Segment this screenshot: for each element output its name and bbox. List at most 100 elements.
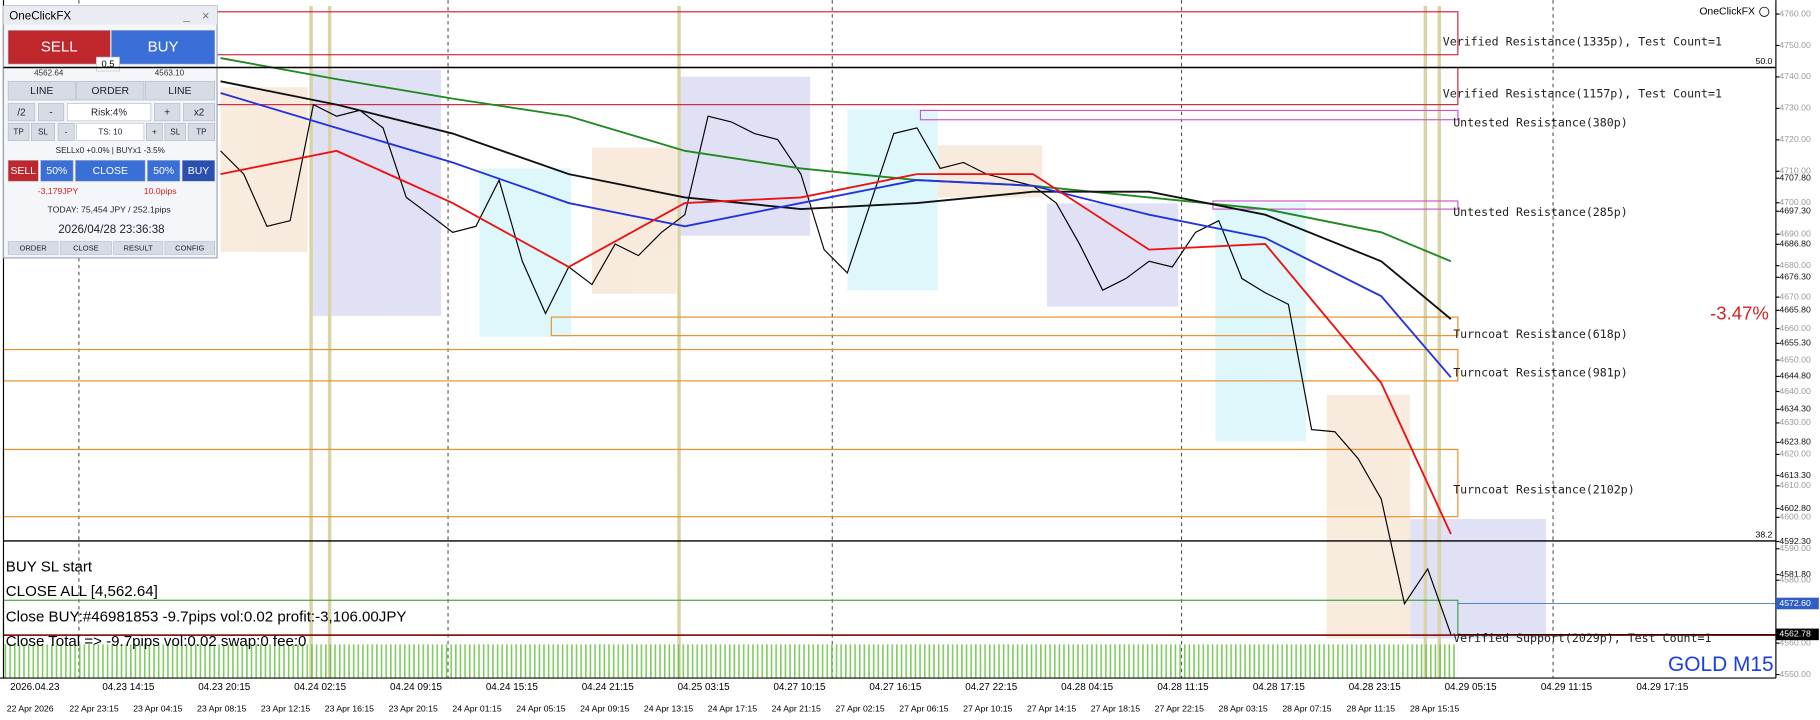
profit: -3,179JPY bbox=[38, 186, 79, 196]
zone-label: Verified Resistance(1335p), Test Count=1 bbox=[1443, 34, 1722, 48]
date-label: 22 Apr 23:15 bbox=[69, 704, 118, 714]
footer-button[interactable] bbox=[164, 241, 216, 255]
price-tick-label: 4550.00 bbox=[1779, 669, 1811, 679]
price-tick-label: 4690.00 bbox=[1779, 229, 1811, 239]
pips: 10.0pips bbox=[144, 186, 178, 196]
row3-button[interactable] bbox=[7, 122, 30, 141]
price-tick-label: 4560.00 bbox=[1779, 637, 1811, 647]
sell-label[interactable]: SELL bbox=[41, 39, 78, 56]
row1-label[interactable]: LINE bbox=[30, 86, 53, 97]
price-tick-label: 4697.30 bbox=[1779, 206, 1811, 216]
row4-button[interactable] bbox=[7, 160, 39, 182]
price-line bbox=[220, 103, 1452, 635]
price-tick-label: 4740.00 bbox=[1779, 71, 1811, 81]
date-label: 28 Apr 07:15 bbox=[1282, 704, 1331, 714]
row1-label[interactable]: LINE bbox=[168, 86, 191, 97]
row3-button[interactable] bbox=[31, 122, 55, 141]
row2-button[interactable] bbox=[7, 103, 36, 122]
row4-button[interactable] bbox=[147, 160, 181, 182]
time-label: 04.25 03:15 bbox=[678, 682, 731, 693]
zone-label: Untested Resistance(380p) bbox=[1453, 116, 1628, 130]
clock: 2026/04/28 23:36:38 bbox=[58, 223, 164, 236]
row3-label[interactable]: - bbox=[65, 128, 68, 137]
moving-average bbox=[220, 149, 1452, 535]
moving-average bbox=[220, 80, 1452, 320]
date-label: 24 Apr 13:15 bbox=[644, 704, 693, 714]
price-tick-label: 4592.30 bbox=[1779, 536, 1811, 546]
row3-button[interactable] bbox=[57, 122, 75, 141]
date-label: 24 Apr 17:15 bbox=[708, 704, 757, 714]
row3-label[interactable]: SL bbox=[38, 128, 48, 137]
zone-label: Untested Resistance(285p) bbox=[1453, 205, 1628, 219]
plot bbox=[220, 57, 1452, 635]
price-tick-label: 4602.80 bbox=[1779, 503, 1811, 513]
zone-label: Turncoat Resistance(981p) bbox=[1453, 365, 1628, 379]
time-label: 04.23 20:15 bbox=[198, 682, 251, 693]
time-label: 04.28 17:15 bbox=[1253, 682, 1306, 693]
price-tag-label: 4562.78 bbox=[1779, 629, 1811, 639]
row2-button[interactable] bbox=[183, 103, 216, 122]
price-tick-label: 4634.30 bbox=[1779, 404, 1811, 414]
price-tick-label: 4610.00 bbox=[1779, 480, 1811, 490]
close-window[interactable]: × bbox=[202, 8, 209, 23]
date-label: 24 Apr 05:15 bbox=[516, 704, 565, 714]
row3-label[interactable]: SL bbox=[170, 128, 180, 137]
minimize[interactable]: _ bbox=[182, 9, 190, 22]
time-label: 04.28 11:15 bbox=[1157, 682, 1209, 693]
bid-price: 4562.64 bbox=[34, 68, 64, 77]
footer-label[interactable]: RESULT bbox=[124, 244, 154, 253]
row3-label[interactable]: TP bbox=[196, 128, 206, 137]
row3-button[interactable] bbox=[145, 122, 163, 141]
sell-button[interactable] bbox=[7, 30, 111, 65]
row2-button[interactable] bbox=[38, 103, 65, 122]
row2-button bbox=[67, 103, 152, 122]
row1-button[interactable] bbox=[144, 81, 216, 101]
event-lines bbox=[309, 5, 1442, 679]
row2-button[interactable] bbox=[154, 103, 181, 122]
row4-label[interactable]: BUY bbox=[188, 166, 209, 177]
footer-label[interactable]: CLOSE bbox=[73, 244, 99, 253]
price-tick-label: 4730.00 bbox=[1779, 103, 1811, 113]
price-tick-label: 4760.00 bbox=[1779, 8, 1811, 18]
row4-button[interactable] bbox=[40, 160, 74, 182]
footer-button[interactable] bbox=[113, 241, 163, 255]
footer-label[interactable]: ORDER bbox=[19, 244, 47, 253]
fib-label: 38.2 bbox=[1755, 529, 1772, 539]
date-label: 27 Apr 06:15 bbox=[899, 704, 948, 714]
price-tick-label: 4676.30 bbox=[1779, 272, 1811, 282]
row2-label[interactable]: x2 bbox=[194, 107, 204, 118]
date-label: 23 Apr 08:15 bbox=[197, 704, 246, 714]
row2-label[interactable]: + bbox=[164, 107, 170, 118]
lot-label[interactable]: 0.5 bbox=[102, 59, 115, 69]
date-label: 23 Apr 20:15 bbox=[389, 704, 438, 714]
row4-label[interactable]: 50% bbox=[153, 166, 174, 177]
row4-button[interactable] bbox=[181, 160, 216, 182]
row3-label[interactable]: TP bbox=[13, 128, 23, 137]
date-label: 27 Apr 02:15 bbox=[835, 704, 884, 714]
date-label: 23 Apr 12:15 bbox=[261, 704, 310, 714]
row4-label[interactable]: 50% bbox=[46, 166, 67, 177]
row3-button[interactable] bbox=[187, 122, 216, 141]
row4-label[interactable]: CLOSE bbox=[93, 166, 128, 177]
row2-label[interactable]: - bbox=[49, 107, 52, 118]
row3-button[interactable] bbox=[164, 122, 187, 141]
footer-button[interactable] bbox=[7, 241, 59, 255]
row4-button[interactable] bbox=[75, 160, 146, 182]
price-tick-label: 4720.00 bbox=[1779, 134, 1811, 144]
price-tick-label: 4600.00 bbox=[1779, 512, 1811, 522]
row1-button[interactable] bbox=[76, 81, 145, 101]
buy-button[interactable] bbox=[111, 30, 216, 65]
brand-icon[interactable] bbox=[1759, 6, 1770, 17]
row1-label[interactable]: ORDER bbox=[91, 86, 129, 97]
row2-label[interactable]: /2 bbox=[17, 107, 25, 118]
price-tick-label: 4655.30 bbox=[1779, 338, 1811, 348]
price-tick-label: 4707.80 bbox=[1779, 173, 1811, 183]
footer-button[interactable] bbox=[60, 241, 112, 255]
buy-label[interactable]: BUY bbox=[148, 39, 179, 56]
row3-label[interactable]: + bbox=[152, 128, 157, 137]
row1-button[interactable] bbox=[7, 81, 76, 101]
price-tag bbox=[1775, 628, 1819, 641]
price-tick-label: 4581.80 bbox=[1779, 569, 1811, 579]
footer-label[interactable]: CONFIG bbox=[175, 244, 204, 253]
row4-label[interactable]: SELL bbox=[10, 166, 36, 177]
